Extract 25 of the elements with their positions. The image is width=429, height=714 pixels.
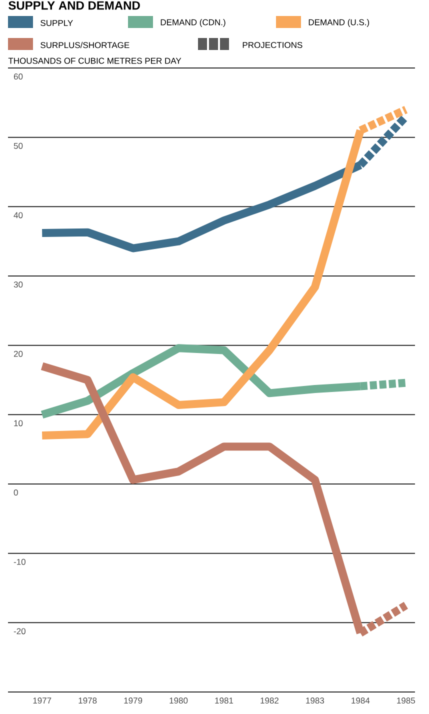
y-tick-label: 0 [14,490,18,496]
legend-label: DEMAND (CDN.) [160,19,226,27]
x-tick-label: 1981 [215,698,234,704]
x-tick-label: 1984 [352,698,370,704]
chart-title: SUPPLY AND DEMAND [8,1,140,10]
x-tick-label: 1979 [124,698,142,704]
y-axis-title: THOUSANDS OF CUBIC METRES PER DAY [8,58,182,64]
y-tick-label: 60 [14,74,23,80]
x-tick-label: 1977 [33,698,52,704]
y-tick-label: -20 [14,628,26,634]
legend-label: SURPLUS/SHORTAGE [40,42,130,48]
x-tick-label: 1985 [397,698,415,704]
y-tick-label: 10 [14,420,23,426]
y-tick-label: 30 [14,282,23,288]
y-tick-label: 50 [14,142,23,149]
x-tick-label: 1983 [306,698,324,704]
y-tick-label: -10 [14,558,26,565]
x-tick-label: 1982 [260,698,278,704]
x-tick-label: 1980 [170,698,188,704]
y-tick-label: 40 [14,212,23,218]
legend-label: SUPPLY [40,20,73,26]
text: PROJECTIONS [242,42,302,48]
legend-label: DEMAND (U.S.) [308,19,370,27]
y-tick-label: 20 [14,350,23,357]
x-tick-label: 1978 [78,698,97,704]
